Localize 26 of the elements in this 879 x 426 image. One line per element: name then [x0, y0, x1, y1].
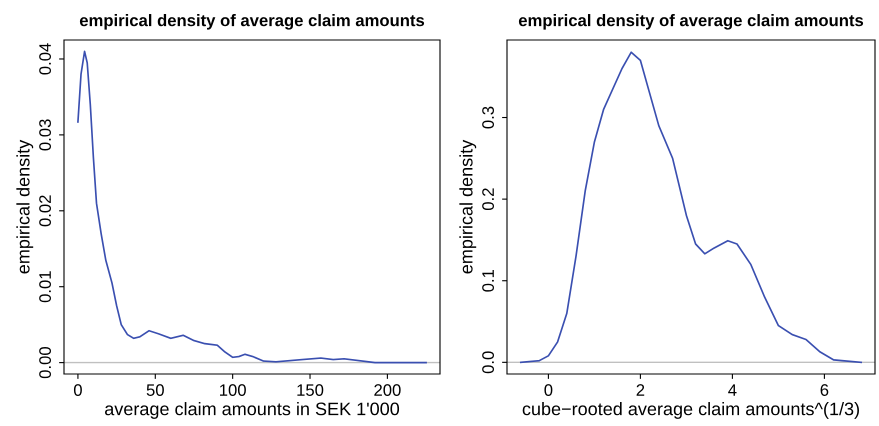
- y-tick-label: 0.3: [482, 106, 494, 128]
- y-tick-label: 0.00: [39, 347, 51, 378]
- x-axis-title: cube−rooted average claim amounts^(1/3): [522, 402, 859, 419]
- chart-title: empirical density of average claim amounts: [518, 14, 864, 30]
- x-tick-label: 0: [544, 384, 552, 396]
- y-tick-label: 0.0: [482, 351, 494, 374]
- y-tick-label: 0.2: [482, 188, 494, 210]
- y-tick-label: 0.04: [39, 43, 51, 75]
- x-tick-label: 50: [146, 384, 164, 396]
- line-series: [77, 50, 427, 364]
- y-tick-label: 0.02: [39, 195, 51, 226]
- x-tick-label: 100: [220, 384, 246, 396]
- y-axis-title: empirical density: [16, 140, 34, 274]
- x-tick-label: 6: [820, 384, 828, 396]
- x-axis-title: average claim amounts in SEK 1'000: [105, 402, 400, 419]
- y-axis-title: empirical density: [459, 140, 476, 274]
- x-tick-label: 2: [636, 384, 644, 396]
- chart-title: empirical density of average claim amounts: [80, 14, 424, 30]
- x-tick-label: 4: [728, 384, 737, 396]
- y-tick-label: 0.03: [39, 119, 51, 150]
- x-tick-label: 200: [374, 384, 401, 396]
- x-tick-label: 0: [74, 384, 82, 396]
- y-tick-label: 0.1: [482, 270, 494, 292]
- line-series: [520, 51, 862, 364]
- y-tick-label: 0.01: [39, 271, 51, 302]
- x-tick-label: 150: [297, 384, 324, 396]
